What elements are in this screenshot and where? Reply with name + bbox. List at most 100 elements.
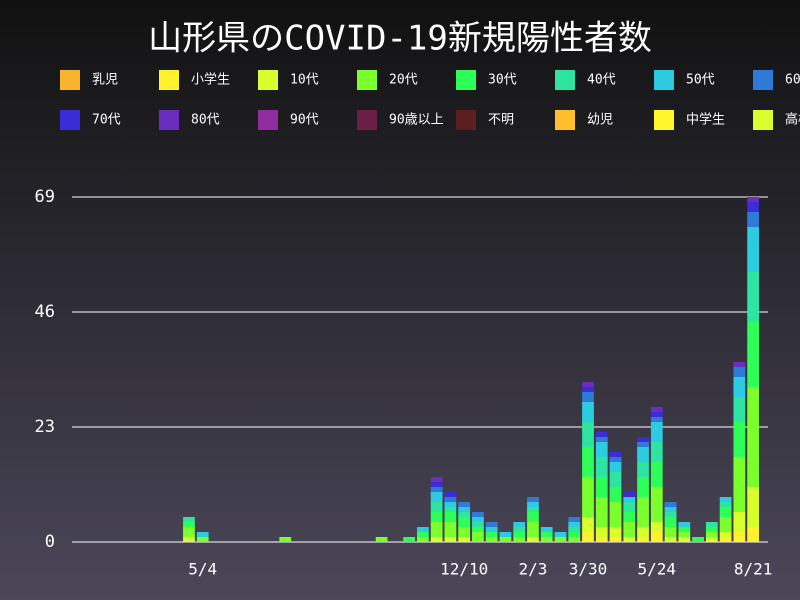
bar-segment [609, 537, 622, 542]
bar-segment [196, 537, 209, 542]
legend-swatch [753, 70, 773, 90]
bar-segment [623, 522, 636, 537]
legend-swatch [60, 70, 80, 90]
bar-segment [430, 482, 443, 487]
bar-segment [554, 532, 567, 537]
x-tick-label: 5/4 [188, 560, 217, 579]
bar-segment [444, 497, 457, 502]
bar-segment [747, 227, 759, 272]
bar-segment [705, 522, 718, 527]
legend-label: 90歳以上 [389, 113, 444, 128]
bar-segment [499, 537, 512, 542]
bar-segment [527, 537, 539, 542]
bar-segment [664, 507, 677, 512]
bar-segment [623, 512, 636, 522]
bar-segment [458, 512, 471, 517]
bar-segment [513, 527, 526, 532]
legend-swatch [357, 110, 377, 130]
bar-segment [664, 502, 677, 507]
bar-segment [458, 537, 471, 542]
bar-segment [664, 527, 677, 537]
bar-segment [430, 537, 443, 542]
bar-segment [458, 517, 471, 527]
bar-segment [485, 522, 498, 527]
bar-segment [609, 462, 622, 472]
bar-segment [582, 517, 594, 532]
legend-label: 90代 [290, 113, 319, 128]
bar-segment [637, 437, 649, 442]
bar-segment [650, 487, 663, 522]
bar-segment [444, 502, 457, 507]
x-tick-label: 5/24 [638, 560, 677, 579]
bar-segment [430, 522, 443, 537]
bar-segment [485, 532, 498, 537]
legend-label: 幼児 [587, 113, 613, 128]
bar-segment [733, 377, 746, 397]
legend-label: 中学生 [686, 112, 725, 128]
bar-segment [733, 532, 746, 542]
bar-segment [540, 527, 553, 532]
bar-segment [513, 532, 526, 537]
x-tick-label: 12/10 [440, 560, 488, 579]
bar-segment [417, 527, 429, 532]
legend-label: 60代 [785, 73, 800, 88]
legend-swatch [654, 110, 674, 130]
y-tick-label: 0 [45, 532, 55, 552]
bar-segment [705, 527, 718, 532]
bar-segment [527, 497, 539, 502]
bar-segment [719, 532, 732, 537]
legend-swatch [258, 110, 278, 130]
bar-segment [595, 537, 608, 542]
bar-segment [650, 532, 663, 542]
legend-swatch [654, 70, 674, 90]
bar-segment [623, 537, 636, 542]
bar-segment [678, 522, 691, 527]
bar-segment [527, 502, 539, 507]
bar-segment [609, 472, 622, 487]
bar-segment [733, 512, 746, 532]
legend-swatch [357, 70, 377, 90]
legend-label: 乳児 [92, 73, 118, 88]
legend-swatch [555, 110, 575, 130]
bar-segment [747, 272, 759, 322]
bar-segment [747, 527, 759, 542]
bar-segment [485, 537, 498, 542]
bar-segment [595, 437, 608, 442]
bar-segment [719, 517, 732, 532]
bar-segment [747, 387, 759, 487]
bar-segment [650, 417, 663, 422]
bar-segment [623, 492, 636, 497]
bar-segment [196, 532, 209, 537]
x-tick-label: 8/21 [734, 560, 773, 579]
legend-swatch [753, 110, 773, 130]
bar-segment [733, 422, 746, 457]
bar-segment [637, 447, 649, 462]
bar-segment [650, 412, 663, 417]
x-tick-label: 3/30 [569, 560, 608, 579]
bar-segment [609, 487, 622, 502]
legend-label: 50代 [686, 73, 715, 88]
bar-segment [582, 447, 594, 477]
bar-segment [595, 477, 608, 497]
bar-segment [485, 527, 498, 532]
legend-label: 30代 [488, 73, 517, 88]
bar-segment [582, 382, 594, 387]
bar-segment [513, 537, 526, 542]
bar-segment [527, 507, 539, 512]
bar-segment [472, 532, 484, 542]
bar-segment [637, 462, 649, 477]
bar-segment [183, 517, 195, 522]
legend-label: 高校生 [785, 112, 800, 128]
legend-swatch [159, 70, 179, 90]
bar-segment [733, 367, 746, 377]
bar-segment [568, 522, 581, 527]
bar-segment [595, 442, 608, 457]
bar-segment [540, 532, 553, 537]
legend-label: 不明 [488, 113, 514, 128]
bar-segment [582, 532, 594, 542]
bar-segment [609, 502, 622, 527]
bar-segment [430, 487, 443, 492]
bar-segment [279, 537, 292, 542]
legend-swatch [60, 110, 80, 130]
